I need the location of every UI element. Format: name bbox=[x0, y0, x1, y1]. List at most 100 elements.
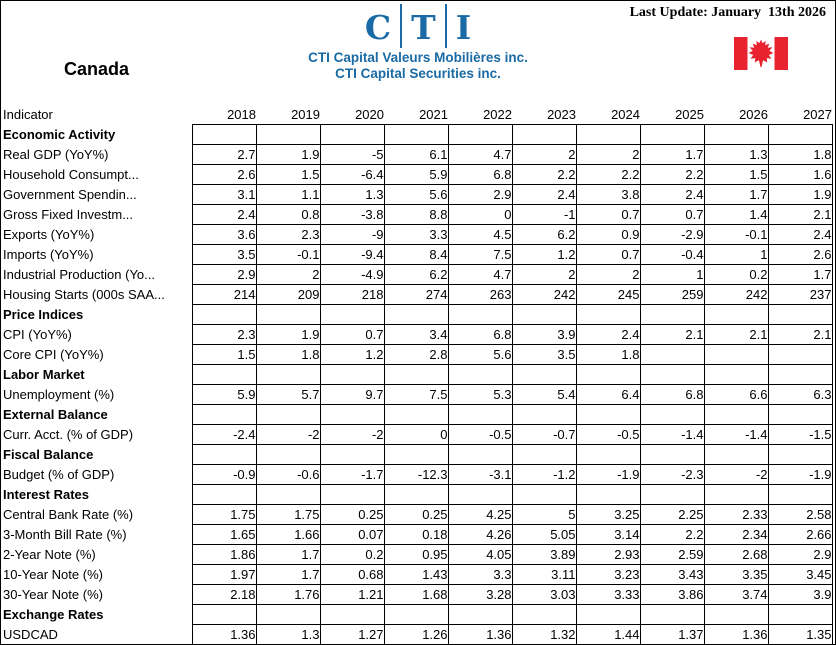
empty-cell bbox=[703, 484, 769, 505]
value-cell: 2.2 bbox=[575, 164, 641, 185]
value-cell: 1.27 bbox=[319, 624, 385, 644]
logo-letter-t: T bbox=[411, 8, 436, 47]
value-cell: 2 bbox=[255, 264, 321, 285]
value-cell: -5 bbox=[319, 144, 385, 165]
value-cell: 1.5 bbox=[703, 164, 769, 185]
value-cell: 1.75 bbox=[191, 504, 257, 525]
row-label: Housing Starts (000s SAA... bbox=[3, 287, 165, 302]
value-cell: 3.11 bbox=[511, 564, 577, 585]
value-cell: 4.25 bbox=[447, 504, 513, 525]
value-cell: -0.6 bbox=[255, 464, 321, 485]
value-cell: 3.5 bbox=[511, 344, 577, 365]
value-cell: -9.4 bbox=[319, 244, 385, 265]
value-cell: 6.8 bbox=[447, 324, 513, 345]
empty-cell bbox=[639, 404, 705, 425]
value-cell: 2.9 bbox=[191, 264, 257, 285]
year-header: 2019 bbox=[291, 107, 320, 122]
empty-cell bbox=[511, 364, 577, 385]
empty-cell bbox=[511, 124, 577, 145]
value-cell: 1.86 bbox=[191, 544, 257, 565]
value-cell bbox=[703, 344, 769, 365]
value-cell: 8.8 bbox=[383, 204, 449, 225]
value-cell: 1.68 bbox=[383, 584, 449, 605]
value-cell: -1 bbox=[511, 204, 577, 225]
value-cell: -2.3 bbox=[639, 464, 705, 485]
value-cell: 2.4 bbox=[511, 184, 577, 205]
value-cell: 2.6 bbox=[191, 164, 257, 185]
empty-cell bbox=[255, 364, 321, 385]
year-header: 2025 bbox=[675, 107, 704, 122]
value-cell: -1.9 bbox=[767, 464, 833, 485]
empty-cell bbox=[511, 404, 577, 425]
value-cell: 1.9 bbox=[255, 324, 321, 345]
value-cell: -6.4 bbox=[319, 164, 385, 185]
value-cell: 2.1 bbox=[767, 204, 833, 225]
value-cell: 1.36 bbox=[447, 624, 513, 644]
value-cell: 2.7 bbox=[191, 144, 257, 165]
value-cell: 0.8 bbox=[255, 204, 321, 225]
empty-cell bbox=[639, 444, 705, 465]
value-cell: 3.1 bbox=[191, 184, 257, 205]
value-cell: 3.9 bbox=[511, 324, 577, 345]
empty-cell bbox=[703, 304, 769, 325]
value-cell: 259 bbox=[639, 284, 705, 305]
table-row: CPI (YoY%) 2.3 1.9 0.7 3.4 6.8 3.9 2.4 2.1 2.1 2.1 bbox=[3, 324, 833, 345]
value-cell bbox=[639, 344, 705, 365]
value-cell: -3.8 bbox=[319, 204, 385, 225]
value-cell: 6.2 bbox=[511, 224, 577, 245]
value-cell: 0.9 bbox=[575, 224, 641, 245]
empty-cell bbox=[255, 444, 321, 465]
value-cell: 3.8 bbox=[575, 184, 641, 205]
value-cell: 0.18 bbox=[383, 524, 449, 545]
value-cell: 3.25 bbox=[575, 504, 641, 525]
empty-cell bbox=[703, 404, 769, 425]
table-row: Government Spendin... 3.1 1.1 1.3 5.6 2.9 2.4 3… bbox=[3, 184, 833, 205]
value-cell: 1.7 bbox=[703, 184, 769, 205]
value-cell: 5.6 bbox=[383, 184, 449, 205]
value-cell: 242 bbox=[511, 284, 577, 305]
value-cell: 209 bbox=[255, 284, 321, 305]
row-label: CPI (YoY%) bbox=[3, 327, 72, 342]
value-cell: -1.4 bbox=[639, 424, 705, 445]
value-cell: 6.8 bbox=[639, 384, 705, 405]
empty-cell bbox=[767, 124, 833, 145]
value-cell: 2.2 bbox=[511, 164, 577, 185]
value-cell: -0.1 bbox=[703, 224, 769, 245]
value-cell: -1.7 bbox=[319, 464, 385, 485]
value-cell: 3.9 bbox=[767, 584, 833, 605]
value-cell: 0.7 bbox=[319, 324, 385, 345]
value-cell: 4.7 bbox=[447, 264, 513, 285]
value-cell: 4.5 bbox=[447, 224, 513, 245]
value-cell: 2.9 bbox=[447, 184, 513, 205]
empty-cell bbox=[255, 484, 321, 505]
value-cell: 7.5 bbox=[447, 244, 513, 265]
empty-cell bbox=[575, 604, 641, 625]
value-cell: 3.6 bbox=[191, 224, 257, 245]
empty-cell bbox=[511, 604, 577, 625]
empty-cell bbox=[191, 304, 257, 325]
empty-cell bbox=[191, 604, 257, 625]
value-cell: 2.3 bbox=[255, 224, 321, 245]
value-cell: 0.95 bbox=[383, 544, 449, 565]
value-cell: 4.05 bbox=[447, 544, 513, 565]
empty-cell bbox=[319, 364, 385, 385]
row-label: Budget (% of GDP) bbox=[3, 467, 115, 482]
value-cell: 1.43 bbox=[383, 564, 449, 585]
last-update-label: Last Update: January 13th 2026 bbox=[629, 5, 826, 20]
section-row: Price Indices bbox=[3, 304, 833, 325]
empty-cell bbox=[191, 404, 257, 425]
row-label: Exports (YoY%) bbox=[3, 227, 95, 242]
value-cell: -1.2 bbox=[511, 464, 577, 485]
section-row: Labor Market bbox=[3, 364, 833, 385]
value-cell: 263 bbox=[447, 284, 513, 305]
value-cell: 2 bbox=[511, 264, 577, 285]
section-title: Exchange Rates bbox=[3, 607, 104, 622]
value-cell: -1.9 bbox=[575, 464, 641, 485]
empty-cell bbox=[319, 444, 385, 465]
table-row: Unemployment (%) 5.9 5.7 9.7 7.5 5.3 5.4 6.4 6.8… bbox=[3, 384, 833, 405]
value-cell: 2.68 bbox=[703, 544, 769, 565]
empty-cell bbox=[767, 604, 833, 625]
value-cell: 7.5 bbox=[383, 384, 449, 405]
value-cell: 1.7 bbox=[255, 564, 321, 585]
value-cell: 1.8 bbox=[575, 344, 641, 365]
